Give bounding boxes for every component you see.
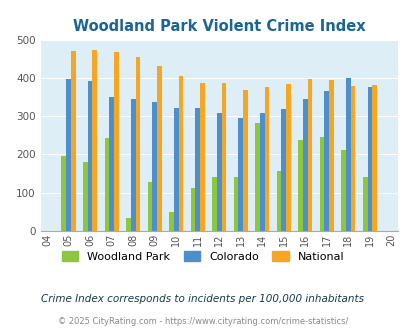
Bar [200, 83, 204, 231]
Bar [319, 137, 324, 231]
Bar [281, 109, 286, 231]
Bar [216, 113, 221, 231]
Title: Woodland Park Violent Crime Index: Woodland Park Violent Crime Index [73, 19, 364, 34]
Bar [328, 80, 333, 231]
Bar [371, 85, 376, 231]
Bar [61, 155, 66, 231]
Bar [83, 162, 87, 231]
Bar [152, 102, 157, 231]
Bar [233, 177, 238, 231]
Bar [307, 79, 312, 231]
Bar [238, 118, 243, 231]
Bar [92, 50, 97, 231]
Bar [126, 218, 130, 231]
Bar [66, 79, 71, 231]
Bar [367, 87, 371, 231]
Bar [345, 78, 350, 231]
Bar [190, 188, 195, 231]
Bar [350, 86, 355, 231]
Text: © 2025 CityRating.com - https://www.cityrating.com/crime-statistics/: © 2025 CityRating.com - https://www.city… [58, 317, 347, 326]
Bar [173, 108, 178, 231]
Bar [109, 97, 114, 231]
Legend: Woodland Park, Colorado, National: Woodland Park, Colorado, National [57, 247, 348, 267]
Bar [276, 171, 281, 231]
Bar [324, 91, 328, 231]
Bar [135, 57, 140, 231]
Bar [168, 212, 173, 231]
Bar [87, 81, 92, 231]
Bar [104, 138, 109, 231]
Bar [157, 66, 161, 231]
Bar [255, 123, 259, 231]
Bar [71, 51, 75, 231]
Bar [212, 177, 216, 231]
Bar [114, 52, 118, 231]
Bar [286, 84, 290, 231]
Bar [362, 177, 367, 231]
Bar [264, 87, 269, 231]
Bar [195, 108, 200, 231]
Bar [302, 99, 307, 231]
Bar [243, 90, 247, 231]
Bar [147, 182, 152, 231]
Bar [341, 150, 345, 231]
Bar [130, 99, 135, 231]
Bar [298, 140, 302, 231]
Bar [178, 76, 183, 231]
Bar [259, 113, 264, 231]
Bar [221, 83, 226, 231]
Text: Crime Index corresponds to incidents per 100,000 inhabitants: Crime Index corresponds to incidents per… [41, 294, 364, 304]
